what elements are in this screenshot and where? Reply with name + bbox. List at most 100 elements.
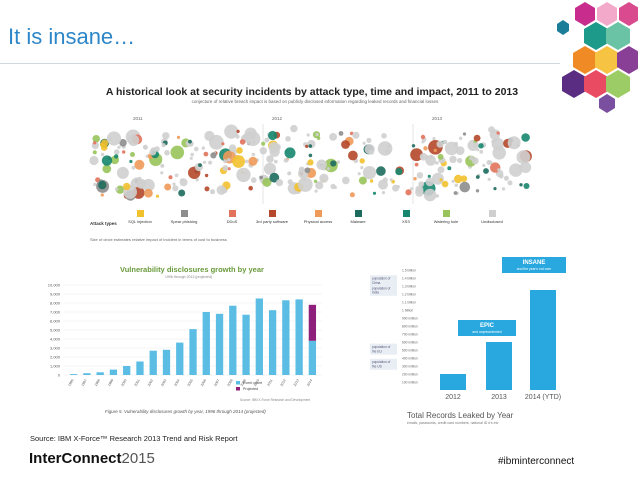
records-badge [502,257,566,273]
legend-swatch [488,210,496,217]
legend-label: Undisclosed [481,219,503,224]
incident-bubble [497,168,501,172]
vuln-bar [162,349,171,375]
legend-item: Spear phishing [164,210,204,224]
population-box [370,275,397,287]
incident-bubble [349,192,355,198]
incident-bubble [413,177,417,181]
incident-bubble [179,178,188,187]
population-label-line: population of [372,286,390,290]
incident-bubble [227,167,231,171]
incident-bubble [154,146,160,152]
vuln-bar [136,361,144,375]
incident-bubble [204,173,209,178]
incident-bubble [357,172,361,176]
incident-bubble [507,136,521,150]
incident-bubble [264,137,270,143]
incident-bubble [410,148,423,162]
incident-bubble [188,139,192,144]
incident-bubble [164,150,170,156]
vuln-x-tick: 1998 [94,378,101,387]
incident-bubble [509,163,523,177]
incident-bubble [475,189,480,193]
records-y-tick: 400 million [402,356,418,360]
records-y-tick: 700 million [402,332,418,336]
incident-bubble [232,155,246,168]
vuln-bar [123,366,131,375]
records-chart-title: Total Records Leaked by Year [407,411,514,420]
incident-bubble [315,133,319,137]
legend-item: Malware [338,210,378,224]
legend-label: XSS [401,219,410,224]
incident-bubble [348,150,358,161]
year-label-2011: 2011 [133,116,143,121]
incident-bubble [114,154,119,159]
population-label-line: population of [372,360,390,364]
incident-bubble [228,144,237,152]
legend-swatch [268,210,276,217]
incident-bubble [284,147,296,159]
incident-bubble [248,185,253,191]
incident-bubble [369,179,374,183]
incident-bubble [224,124,239,139]
incident-bubble [248,156,258,166]
incident-bubble [437,153,444,160]
vuln-chart-subtitle: 1996 through 2013 (projected) [165,275,213,279]
incident-bubble [454,183,458,187]
vuln-bar-projected [308,304,317,341]
incident-bubble [272,143,281,152]
incident-bubble [305,144,309,148]
incident-bubble [262,177,272,187]
incident-bubble [308,144,313,148]
incident-bubble [273,159,278,164]
incident-bubble [381,133,387,139]
incident-bubble [459,181,471,193]
vuln-bar [308,340,317,375]
incident-bubble [376,166,386,176]
incident-bubble [160,163,165,168]
incident-bubble [433,148,437,153]
incident-bubble [236,167,251,183]
incident-bubble [115,187,119,191]
incident-bubble [290,124,298,133]
year-label-2013: 2013 [432,116,443,121]
incident-bubble [261,141,266,146]
incident-bubble [204,130,215,142]
incident-bubble [116,166,129,179]
vuln-y-tick: 9,000 [50,292,61,297]
incident-bubble [168,175,173,180]
records-bar [530,290,556,390]
vuln-bar-chart: 10,000 9,000 8,000 7,000 6,000 5,000 4,000 3,00… [48,283,322,391]
incident-bubble [119,139,127,147]
incident-bubble [352,131,360,139]
vuln-bar [189,329,197,375]
incident-bubble [160,171,164,175]
incident-bubble [210,152,217,159]
vuln-x-tick: 2011 [266,378,273,386]
population-label-line: China [372,281,381,285]
vuln-x-tick: 1997 [81,378,88,387]
incident-bubble [362,141,366,145]
incident-bubble [419,153,428,161]
vuln-x-tick: 2002 [147,378,154,387]
legend-item: Undisclosed [472,210,512,224]
legend-label: Physical access [303,219,333,224]
incident-bubble [473,134,481,142]
legend-swatch [354,210,362,217]
incident-bubble [330,183,336,190]
incident-bubble [410,187,414,191]
vuln-bar [229,305,237,375]
records-badge-subtitle: and the year's not over [517,267,552,271]
legend-item: XSS [386,210,426,224]
records-y-tick: 1.4 billion [402,276,416,280]
attack-types-label: Attack types [90,221,117,226]
incident-bubble [216,185,227,195]
records-bar-chart: 1.5 billion 1.4 billion 1.3 billion 1.2 bil… [370,257,566,401]
incident-bubble [425,177,435,187]
incident-bubble [101,155,113,166]
incident-bubble [117,145,121,149]
vuln-bar [149,350,157,375]
incident-bubble [98,180,107,190]
incident-bubble [269,172,280,183]
incident-bubble [306,133,310,137]
